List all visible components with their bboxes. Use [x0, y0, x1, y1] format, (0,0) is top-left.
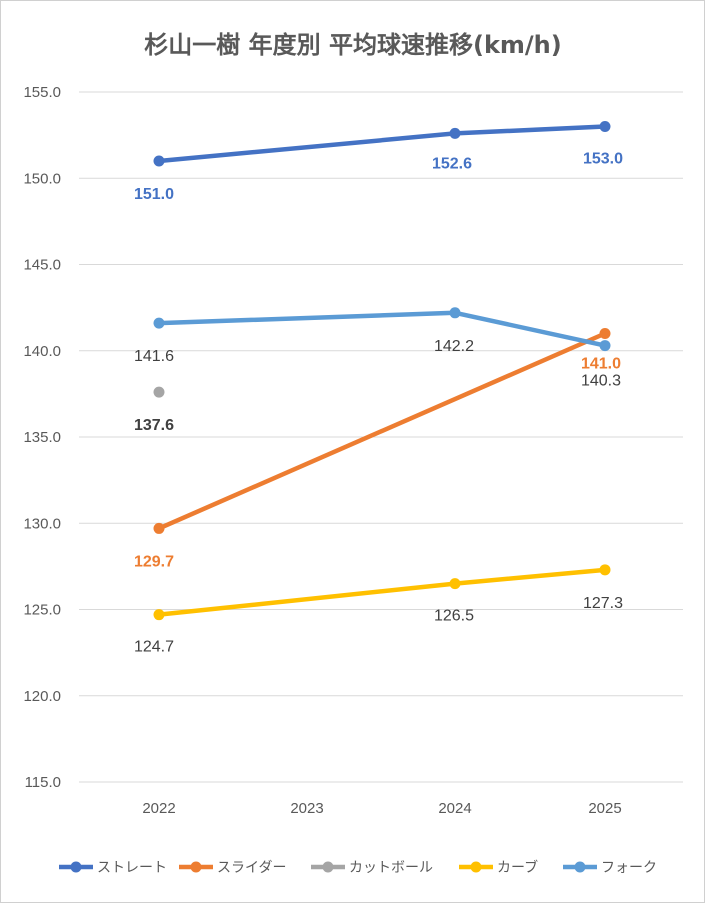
data-label: 152.6	[432, 155, 472, 172]
data-label: 124.7	[134, 639, 174, 656]
data-label: 127.3	[583, 595, 623, 612]
y-tick-label: 155.0	[23, 84, 61, 101]
legend-item: カーブ	[459, 859, 538, 876]
legend-marker	[322, 861, 334, 873]
data-label: 141.6	[134, 348, 174, 365]
legend-marker	[190, 861, 202, 873]
legend-item: スライダー	[179, 860, 286, 876]
data-label: 151.0	[134, 186, 174, 203]
data-point	[449, 578, 461, 590]
y-tick-label: 140.0	[23, 343, 61, 360]
data-point	[153, 522, 165, 534]
legend-label: ストレート	[97, 860, 167, 876]
legend-label: カットボール	[349, 860, 433, 876]
series-line	[156, 124, 608, 164]
legend-marker	[574, 861, 586, 873]
data-point	[153, 155, 165, 167]
data-point	[153, 386, 165, 398]
data-point	[599, 340, 611, 352]
data-point	[153, 609, 165, 621]
y-tick-label: 135.0	[23, 429, 61, 446]
legend: ストレート スライダー カットボール カーブ フォーク	[59, 859, 657, 876]
series-lines	[156, 124, 608, 617]
legend-item: フォーク	[563, 860, 657, 876]
data-point	[599, 328, 611, 339]
data-label: 141.0	[581, 356, 621, 373]
data-label: 126.5	[434, 608, 474, 625]
y-tick-label: 125.0	[23, 602, 61, 619]
x-tick-label: 2024	[438, 800, 471, 817]
legend-label: カーブ	[497, 859, 538, 876]
data-point	[153, 317, 165, 329]
y-tick-label: 120.0	[23, 688, 61, 705]
gridlines	[79, 91, 683, 783]
data-point	[599, 121, 611, 132]
data-point	[449, 307, 461, 319]
y-tick-label: 145.0	[23, 257, 61, 274]
data-point	[599, 564, 611, 576]
data-labels: 151.0 152.6 153.0 129.7 141.0 137.6 124.7 126.5…	[134, 151, 623, 656]
data-label: 142.2	[434, 338, 474, 355]
y-tick-label: 130.0	[23, 515, 61, 532]
x-tick-label: 2022	[142, 800, 175, 817]
legend-item: カットボール	[311, 860, 433, 876]
y-tick-label: 150.0	[23, 170, 61, 187]
y-tick-label: 115.0	[25, 774, 61, 791]
legend-label: フォーク	[601, 860, 657, 876]
series-line	[156, 310, 608, 348]
legend-label: スライダー	[217, 860, 286, 876]
legend-item: ストレート	[59, 860, 167, 876]
x-tick-label: 2023	[290, 800, 323, 817]
data-label: 137.6	[134, 417, 174, 434]
series-line	[156, 331, 608, 531]
data-point	[449, 127, 461, 139]
series-line	[156, 567, 608, 617]
data-label: 153.0	[583, 151, 623, 168]
data-label: 129.7	[134, 553, 174, 570]
x-axis: 2022 2023 2024 2025	[142, 800, 621, 817]
data-label: 140.3	[581, 373, 621, 390]
legend-marker	[70, 861, 82, 873]
series-markers	[153, 121, 611, 621]
chart-title: 杉山一樹 年度別 平均球速推移(km/h)	[144, 31, 561, 59]
x-tick-label: 2025	[588, 800, 621, 817]
y-axis: 155.0 150.0 145.0 140.0 135.0 130.0 125.0 120.0…	[23, 84, 61, 791]
legend-marker	[470, 861, 482, 873]
